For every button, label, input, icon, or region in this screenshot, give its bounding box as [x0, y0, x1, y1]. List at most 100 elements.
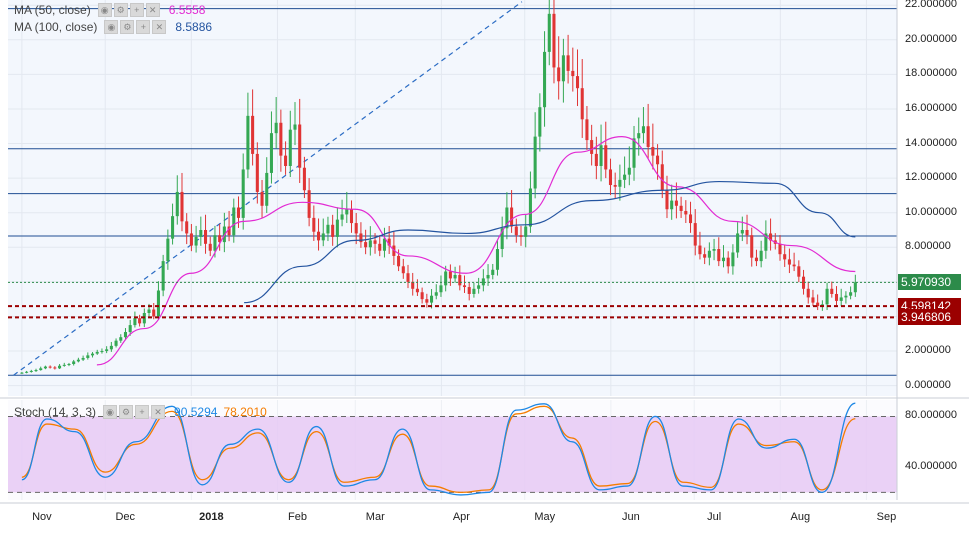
x-tick-label: Apr: [452, 511, 470, 523]
candle-body: [114, 340, 118, 346]
x-tick-label: Feb: [287, 511, 307, 523]
legend-stoch[interactable]: Stoch (14, 3, 3) ◉ ⚙ + ✕ 90.5294 78.2010: [14, 405, 267, 419]
candle-body: [340, 214, 344, 220]
candle-body: [39, 368, 43, 371]
axes: [0, 0, 969, 504]
candle-body: [561, 55, 565, 82]
close-icon[interactable]: ✕: [151, 405, 166, 419]
candle-body: [806, 288, 810, 298]
ma100-line: [244, 180, 856, 304]
candle-body: [472, 288, 476, 294]
candle-body: [119, 337, 123, 341]
candle-body: [693, 223, 697, 246]
candle-body: [138, 318, 142, 324]
candle-body: [481, 278, 485, 286]
candle-body: [20, 372, 24, 374]
candle-body: [397, 255, 401, 267]
candle-body: [34, 370, 38, 372]
candle-body: [510, 207, 514, 227]
candle-body: [312, 217, 316, 232]
gear-icon[interactable]: ⚙: [120, 20, 135, 34]
candle-body: [637, 133, 641, 139]
candle-body: [185, 221, 189, 234]
stoch-y-tick-label: 40.000000: [905, 460, 957, 473]
candle-body: [349, 209, 354, 224]
candle-body: [368, 240, 372, 248]
plus-icon[interactable]: +: [129, 3, 144, 17]
candle-body: [467, 287, 471, 294]
candle-body: [58, 365, 62, 369]
candle-body: [189, 233, 193, 246]
candle-body: [72, 361, 76, 365]
candle-body: [604, 145, 608, 170]
candle-body: [208, 243, 212, 251]
plus-icon[interactable]: +: [136, 20, 151, 34]
candle-body: [594, 153, 598, 167]
gear-icon[interactable]: ⚙: [113, 3, 128, 17]
legend-ma100-controls: ◉ ⚙ + ✕: [104, 20, 167, 34]
candle-body: [425, 299, 429, 303]
candle-body: [538, 107, 542, 137]
candle-body: [778, 243, 782, 255]
candle-body: [43, 366, 47, 369]
candle-body: [670, 200, 674, 210]
legend-stoch-label: Stoch (14, 3, 3): [14, 405, 97, 419]
candle-body: [764, 233, 768, 251]
candle-body: [599, 145, 603, 167]
candle-body: [109, 345, 113, 350]
x-tick-label: 2018: [199, 511, 224, 523]
candle-body: [519, 235, 523, 237]
candle-body: [25, 371, 29, 373]
legend-ma50-value: 6.5558: [168, 3, 206, 17]
candle-body: [269, 133, 273, 173]
candle-body: [335, 219, 339, 237]
candle-body: [514, 226, 518, 236]
gear-icon[interactable]: ⚙: [119, 405, 134, 419]
candle-body: [613, 185, 617, 187]
candle-body: [585, 119, 589, 141]
candle-body: [199, 229, 203, 237]
price-pane[interactable]: [8, 0, 897, 396]
candle-body: [580, 88, 584, 120]
eye-icon[interactable]: ◉: [103, 405, 118, 419]
eye-icon[interactable]: ◉: [97, 3, 112, 17]
candle-body: [232, 207, 236, 236]
candle-body: [53, 367, 57, 369]
y-tick-label: 10.000000: [905, 205, 957, 218]
candle-body: [486, 274, 490, 279]
candle-body: [128, 325, 132, 333]
candle-body: [326, 224, 330, 234]
y-tick-label: 18.000000: [905, 67, 957, 80]
candle-body: [175, 191, 179, 217]
legend-ma50[interactable]: MA (50, close) ◉ ⚙ + ✕ 6.5558: [14, 3, 205, 17]
candle-body: [721, 257, 726, 262]
plus-icon[interactable]: +: [135, 405, 150, 419]
y-tick-label: 16.000000: [905, 101, 957, 114]
candle-body: [505, 207, 509, 229]
candle-body: [656, 155, 660, 165]
y-tick-label: 2.000000: [905, 344, 951, 357]
candle-body: [81, 357, 85, 360]
candle-body: [641, 126, 645, 134]
candle-body: [171, 216, 175, 239]
candle-body: [382, 238, 386, 251]
candle-body: [401, 266, 405, 274]
candle-body: [321, 233, 325, 241]
eye-icon[interactable]: ◉: [104, 20, 119, 34]
candle-body: [552, 13, 556, 68]
y-tick-label: 8.000000: [905, 240, 951, 253]
candle-body: [797, 266, 801, 277]
candle-body: [627, 167, 631, 175]
legend-ma100[interactable]: MA (100, close) ◉ ⚙ + ✕ 8.5886: [14, 20, 212, 34]
candle-body: [123, 332, 128, 338]
close-icon[interactable]: ✕: [145, 3, 160, 17]
close-icon[interactable]: ✕: [152, 20, 167, 34]
x-tick-label: Nov: [32, 511, 52, 523]
candle-body: [736, 233, 740, 253]
candle-body: [288, 129, 292, 167]
candle-body: [566, 55, 570, 71]
y-tick-label: 22.000000: [905, 0, 957, 11]
candle-body: [345, 209, 349, 215]
candle-body: [274, 122, 278, 134]
